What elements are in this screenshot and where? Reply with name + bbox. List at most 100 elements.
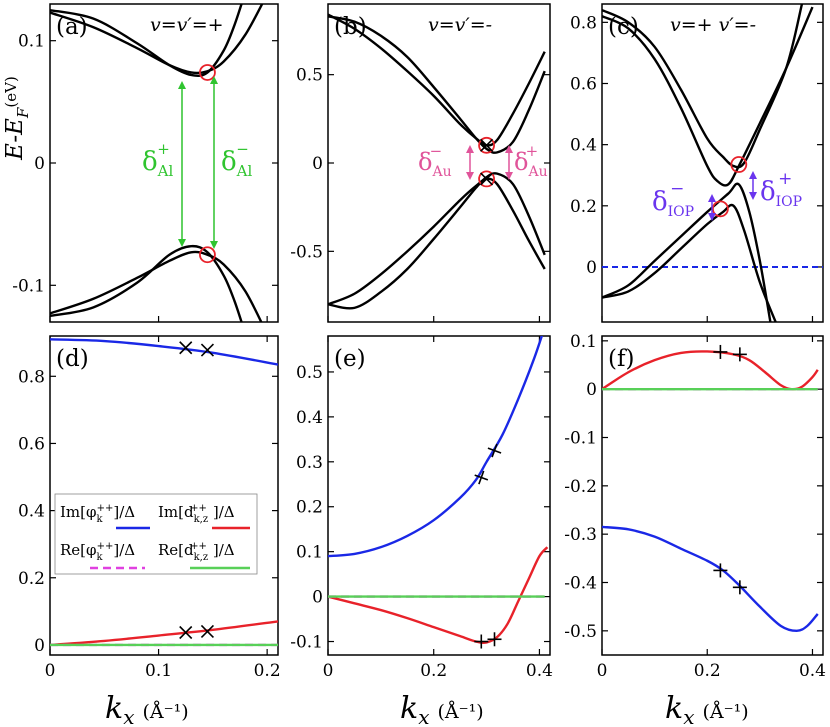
ylabel-sub: F: [14, 107, 32, 119]
svg-text:δIOP−: δIOP −: [652, 179, 694, 220]
ytick-label-d: 0: [34, 636, 45, 656]
ylabel-unit: (eV): [2, 76, 20, 107]
delta-iop-minus-sub: IOP: [668, 204, 694, 220]
delta-au-arrows: δAu− δAu+: [418, 142, 548, 180]
delta-al-plus-sub: Al: [157, 162, 174, 180]
legend-item-re-d: Re[dk,z++]/Δ: [158, 541, 250, 570]
ytick-label-f: -0.4: [564, 574, 597, 594]
panel-e: -0.100.10.20.30.40.50 0.2 0.4(e): [290, 335, 553, 681]
panel-label-d: (d): [56, 346, 89, 372]
panel-title-a: v=v′=+: [150, 14, 224, 36]
ylabel-main: E-E: [2, 118, 28, 161]
ytick-label-b: -0.5: [290, 242, 323, 262]
svg-text:δAl+: δAl +: [142, 140, 173, 180]
delta-iop-plus-sup: +: [778, 169, 792, 189]
cross-marker-e: [487, 443, 502, 458]
delta-au-minus: δ: [418, 148, 432, 176]
xlabel-unit: (Å⁻¹): [437, 701, 483, 723]
xtick-label-d: 0.1: [145, 661, 172, 681]
panel-c: 0.8 0.6 0.4 0.2 0 (c) v=+ v′=-: [570, 3, 824, 323]
svg-text:δAu+: δAu +: [514, 142, 548, 180]
delta-al-minus-sub: Al: [236, 162, 253, 180]
xtick-label-f: 0.2: [694, 661, 721, 681]
ytick-label-e: 0.1: [296, 543, 323, 563]
svg-text:δIOP+: δIOP +: [760, 169, 802, 210]
svg-text:δAl−: δAl −: [221, 140, 252, 180]
y-axis-label: E-EF(eV): [2, 76, 32, 161]
cross-marker-d: [179, 625, 193, 640]
delta-au-minus-sup: −: [430, 142, 443, 160]
cross-marker-b: [480, 138, 494, 152]
ytick-label-a: 0: [34, 154, 45, 174]
legend-box: [54, 493, 258, 575]
panel-title-b: v=v′=-: [428, 14, 492, 36]
cross-marker-f: [732, 347, 747, 362]
delta-al-arrows: δAl+ δAl−: [142, 76, 252, 249]
ytick-label-f: -0.2: [564, 477, 597, 497]
series-c-lower-1: [602, 203, 777, 322]
ytick-label-e: 0.5: [296, 363, 323, 383]
ytick-label-b: 0.5: [296, 66, 323, 86]
ytick-label-a: 0.1: [18, 32, 45, 52]
panel-label-c: (c): [608, 14, 639, 40]
series-e-im-d-delta: [328, 546, 549, 644]
xtick-label-e: 0.2: [420, 661, 447, 681]
svg-text:kx(Å⁻¹): kx (Å⁻¹): [400, 691, 484, 727]
series-a-upper-1: [50, 4, 264, 75]
degeneracy-circle-b: [478, 170, 495, 188]
panel-f: 0.10-0.1-0.2-0.3-0.4-0.50 0.2 0.4(f): [564, 332, 826, 681]
ytick-label-c: 0: [586, 258, 597, 278]
panel-label-f: (f): [608, 346, 634, 372]
xtick-label-e: 0.4: [526, 661, 553, 681]
xtick-label-f: 0.4: [799, 661, 826, 681]
svg-text:kx(Å⁻¹): kx (Å⁻¹): [105, 691, 189, 727]
svg-text:kx(Å⁻¹): kx (Å⁻¹): [665, 691, 749, 727]
ytick-label-c: 0.6: [570, 75, 597, 95]
cross-marker-e: [474, 470, 489, 485]
xtick-label-f: 0: [597, 661, 608, 681]
frame-d: [49, 335, 279, 656]
degeneracy-circle-a: [199, 64, 216, 81]
delta-au-minus-sub: Au: [431, 164, 451, 180]
delta-au-plus-sub: Au: [527, 164, 547, 180]
ytick-label-d: 0.6: [18, 434, 45, 454]
degeneracy-circle-a: [199, 246, 216, 264]
series-a-lower-2: [50, 244, 243, 322]
cross-marker-b: [480, 172, 494, 186]
series-c-upper-1: [602, 6, 814, 187]
ytick-label-f: -0.5: [564, 622, 597, 642]
delta-iop-plus: δ: [760, 177, 776, 207]
ytick-label-d: 0.4: [18, 502, 45, 522]
x-axis-label-d: kx (Å⁻¹): [105, 691, 189, 727]
xlabel-var: k: [400, 691, 418, 726]
ytick-label-e: 0.2: [296, 498, 323, 518]
svg-text:Re[dk,z++]/Δ: Re[dk,z++]/Δ: [158, 541, 235, 563]
ytick-label-c: 0.2: [570, 197, 597, 217]
xtick-label-e: 0: [323, 661, 334, 681]
delta-al-minus: δ: [221, 147, 237, 177]
frame-e: [327, 335, 551, 656]
ytick-label-e: 0: [312, 588, 323, 608]
ytick-label-f: -0.1: [564, 429, 597, 449]
ytick-label-f: 0: [586, 380, 597, 400]
ytick-label-e: 0.4: [296, 408, 323, 428]
cross-marker-f: [732, 580, 747, 595]
panel-d: 0 0.2 0.4 0.6 0.8 0 0.1 0.2 (d): [18, 335, 281, 681]
series-b-lower-2: [328, 177, 546, 306]
xlabel-unit: (Å⁻¹): [142, 701, 188, 723]
delta-al-minus-sup: −: [236, 140, 249, 158]
delta-iop-minus: δ: [652, 187, 668, 217]
x-axis-label-e: kx (Å⁻¹): [400, 691, 484, 727]
svg-text:E-EF(eV): E-EF(eV): [2, 76, 32, 161]
frame-f: [601, 335, 824, 656]
cross-marker-f: [713, 344, 728, 359]
xtick-label-d: 0: [45, 661, 56, 681]
cross-marker-e: [487, 632, 502, 647]
ytick-label-d: 0.2: [18, 569, 45, 589]
delta-iop-plus-sub: IOP: [776, 194, 802, 210]
delta-iop-minus-sup: −: [670, 179, 684, 199]
frame-c: [601, 3, 824, 323]
delta-iop-arrows: δIOP− δIOP+: [652, 169, 802, 221]
legend: Im[φk++]/Δ Im[dk,z++]/Δ Re[φk++]/Δ Re[dk…: [54, 493, 258, 575]
